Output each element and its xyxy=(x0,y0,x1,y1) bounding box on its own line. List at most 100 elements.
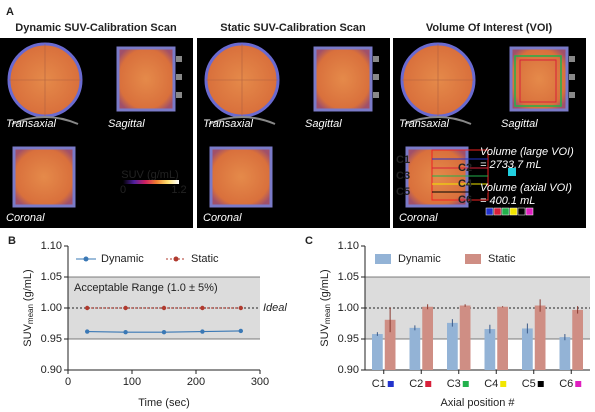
colorbar-max: 1.2 xyxy=(171,184,186,196)
data-point xyxy=(123,330,127,334)
legend-marker xyxy=(84,257,89,262)
legend-swatch xyxy=(465,254,481,264)
voi-region: C3 xyxy=(396,170,410,182)
bar xyxy=(372,334,383,370)
voi-region: C2 xyxy=(458,162,472,174)
x-axis-label: Axial position # xyxy=(441,397,516,409)
data-point xyxy=(239,329,243,333)
x-tick-label: C6 xyxy=(559,378,573,390)
x-tick-label: C1 xyxy=(372,378,386,390)
voi-swatch xyxy=(510,208,517,215)
view-label: Coronal xyxy=(6,212,45,224)
voi-region: C1 xyxy=(396,154,410,166)
y-label-sub: mean xyxy=(323,304,332,324)
panel-title: Volume Of Interest (VOI) xyxy=(426,22,553,34)
voi-swatch xyxy=(494,208,501,215)
view-label: Transaxial xyxy=(203,118,253,130)
bar xyxy=(535,306,546,370)
x-tick-label: 0 xyxy=(65,376,71,388)
category-marker xyxy=(425,381,431,387)
voi-region: C6 xyxy=(458,194,472,206)
x-tick-label: 300 xyxy=(251,376,269,388)
panel-title: Dynamic SUV-Calibration Scan xyxy=(15,22,177,34)
voi-swatch xyxy=(518,208,525,215)
category-marker xyxy=(388,381,394,387)
y-tick-label: 1.10 xyxy=(338,240,359,252)
voi-swatch xyxy=(486,208,493,215)
bar xyxy=(522,328,533,370)
y-tick-label: 1.05 xyxy=(338,271,359,283)
panel-title: Static SUV-Calibration Scan xyxy=(220,22,366,34)
bar xyxy=(497,307,508,370)
y-label-unit: (g/mL) xyxy=(319,269,331,301)
bar xyxy=(560,337,571,370)
x-tick-label: C2 xyxy=(409,378,423,390)
panel-label: A xyxy=(6,6,14,18)
y-axis-label: SUVmean (g/mL) xyxy=(319,269,332,346)
data-point xyxy=(200,306,204,310)
bar xyxy=(572,310,583,370)
category-marker xyxy=(538,381,544,387)
data-point xyxy=(239,306,243,310)
legend-label: Dynamic xyxy=(101,253,144,265)
view-label: Sagittal xyxy=(501,118,538,130)
panel-label: C xyxy=(305,235,313,247)
x-axis-label: Time (sec) xyxy=(138,397,190,409)
data-point xyxy=(162,330,166,334)
bar xyxy=(460,306,471,370)
y-tick-label: 0.95 xyxy=(338,333,359,345)
y-label-main: SUV xyxy=(319,323,331,346)
view-label: Sagittal xyxy=(108,118,145,130)
voi-label: Volume (large VOI) xyxy=(480,146,574,158)
category-marker xyxy=(463,381,469,387)
voi-label: Volume (axial VOI) xyxy=(480,182,572,194)
view-label: Coronal xyxy=(399,212,438,224)
y-tick-label: 1.00 xyxy=(338,302,359,314)
x-tick-label: C5 xyxy=(522,378,536,390)
y-axis-label: SUVmean (g/mL) xyxy=(22,269,35,346)
legend-swatch xyxy=(375,254,391,264)
voi-value: = 400.1 mL xyxy=(480,195,535,207)
voi-swatch xyxy=(502,208,509,215)
figure: ADynamic SUV-Calibration Scan Transaxial S… xyxy=(0,0,595,412)
panel-label: B xyxy=(8,235,16,247)
category-marker xyxy=(575,381,581,387)
legend-marker xyxy=(174,257,179,262)
y-label-unit: (g/mL) xyxy=(22,269,34,301)
y-tick-label: 1.00 xyxy=(41,302,62,314)
voi-region: C5 xyxy=(396,186,410,198)
colorbar-title: SUV (g/mL) xyxy=(121,169,178,181)
x-tick-label: 100 xyxy=(123,376,141,388)
legend-label: Static xyxy=(488,253,516,265)
view-label: Sagittal xyxy=(305,118,342,130)
data-point xyxy=(123,306,127,310)
legend-label: Dynamic xyxy=(398,253,441,265)
view-label: Transaxial xyxy=(399,118,449,130)
y-tick-label: 1.05 xyxy=(41,271,62,283)
colorbar-min: 0 xyxy=(120,184,126,196)
bar xyxy=(447,323,458,370)
legend-label: Static xyxy=(191,253,219,265)
view-label: Coronal xyxy=(203,212,242,224)
voi-value: = 2733.7 mL xyxy=(480,159,541,171)
x-tick-label: 200 xyxy=(187,376,205,388)
y-label-main: SUV xyxy=(22,323,34,346)
y-tick-label: 0.95 xyxy=(41,333,62,345)
x-tick-label: C4 xyxy=(484,378,498,390)
y-tick-label: 1.10 xyxy=(41,240,62,252)
y-label-sub: mean xyxy=(26,304,35,324)
y-tick-label: 0.90 xyxy=(41,364,62,376)
voi-swatch xyxy=(526,208,533,215)
voi-region: C4 xyxy=(458,178,473,190)
data-point xyxy=(200,329,204,333)
category-marker xyxy=(500,381,506,387)
data-point xyxy=(85,306,89,310)
reference-label: Ideal xyxy=(263,302,287,314)
data-point xyxy=(85,329,89,333)
x-tick-label: C3 xyxy=(447,378,461,390)
view-label: Transaxial xyxy=(6,118,56,130)
y-tick-label: 0.90 xyxy=(338,364,359,376)
bar xyxy=(485,329,496,370)
bar xyxy=(410,328,421,370)
data-point xyxy=(162,306,166,310)
